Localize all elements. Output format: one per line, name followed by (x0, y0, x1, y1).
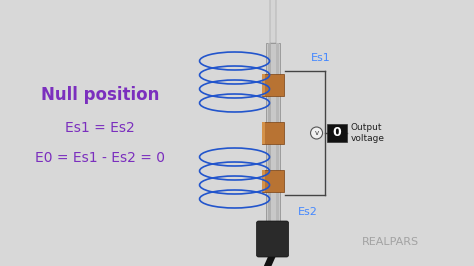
Bar (262, 170, 283, 192)
Bar (327, 124, 346, 142)
Bar (270, 0, 275, 43)
Text: Es2: Es2 (298, 207, 318, 217)
Text: E0 = Es1 - Es2 = 0: E0 = Es1 - Es2 = 0 (35, 151, 165, 165)
Bar (267, 43, 271, 223)
Text: Es1 = Es2: Es1 = Es2 (65, 121, 135, 135)
Circle shape (310, 127, 322, 139)
Bar (262, 74, 264, 96)
Text: Output
voltage: Output voltage (351, 123, 384, 143)
Bar (262, 122, 264, 144)
Text: 0: 0 (332, 127, 341, 139)
Bar (262, 170, 264, 192)
Bar (262, 74, 283, 96)
Bar (262, 122, 283, 144)
Text: Null position: Null position (41, 86, 159, 104)
Bar (275, 43, 279, 223)
FancyBboxPatch shape (256, 221, 289, 257)
Text: Es1: Es1 (310, 53, 330, 63)
Text: REALPARS: REALPARS (362, 237, 419, 247)
Text: v: v (314, 130, 319, 136)
Bar (265, 43, 280, 223)
